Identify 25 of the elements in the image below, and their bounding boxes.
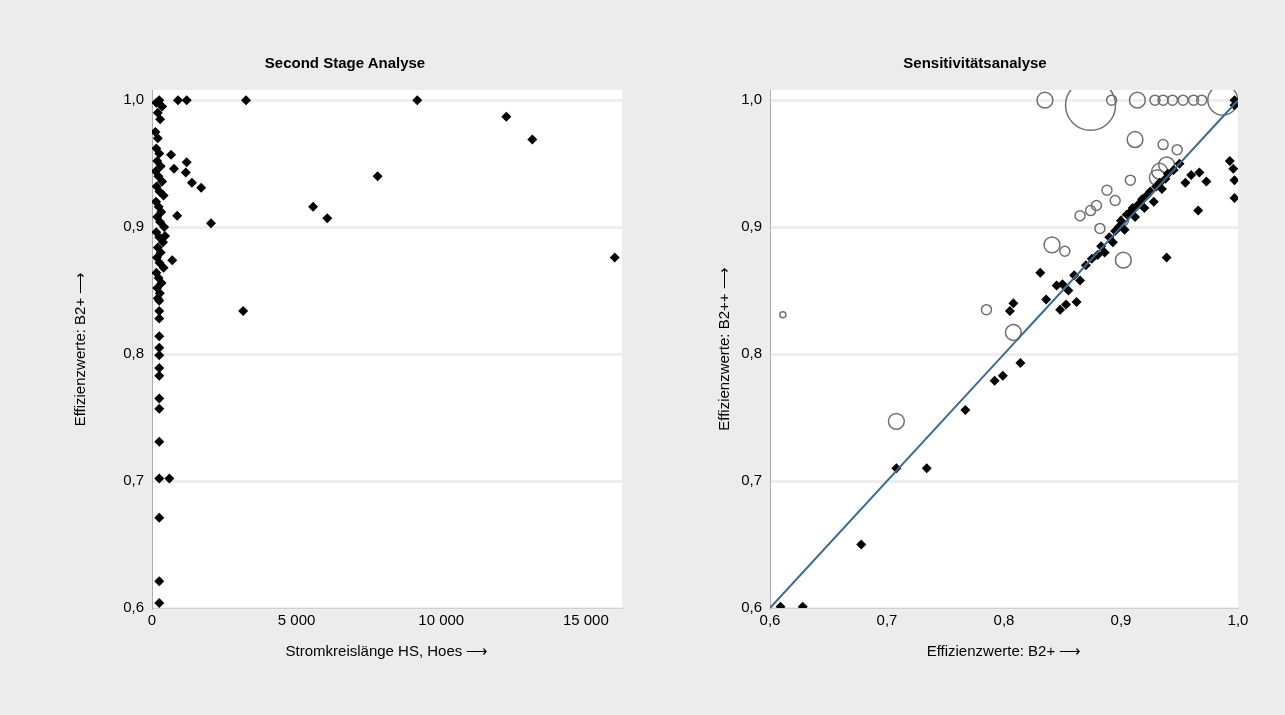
x-tick-label: 10 000 [418, 611, 465, 629]
y-tick-label: 0,9 [741, 217, 762, 235]
y-tick-label: 0,6 [741, 598, 762, 616]
x-tick-label: 15 000 [562, 611, 609, 629]
chart-title: Sensitivitätsanalyse [903, 54, 1047, 72]
y-axis-title: Effizienzwerte: B2+ ⟶ [71, 271, 89, 427]
x-tick-label: 5 000 [277, 611, 316, 629]
y-tick-label: 1,0 [741, 90, 762, 108]
x-tick-label: 0,9 [1110, 611, 1132, 629]
y-tick-label: 1,0 [123, 90, 144, 108]
x-tick-label: 1,0 [1227, 611, 1249, 629]
y-tick-label: 0,7 [123, 471, 144, 489]
y-tick-label: 0,8 [123, 344, 144, 362]
y-tick-label: 0,6 [123, 598, 144, 616]
x-tick-label: 0,7 [876, 611, 898, 629]
x-tick-label: 0,8 [993, 611, 1015, 629]
x-axis-title: Effizienzwerte: B2+ ⟶ [926, 642, 1082, 660]
y-tick-label: 0,7 [741, 471, 762, 489]
y-tick-label: 0,8 [741, 344, 762, 362]
chart-title: Second Stage Analyse [264, 54, 426, 72]
x-tick-label: 0,6 [759, 611, 781, 629]
y-axis-title: Effizienzwerte: B2++ ⟶ [715, 267, 733, 431]
y-tick-label: 0,9 [123, 217, 144, 235]
x-axis-title: Stromkreislänge HS, Hoes ⟶ [285, 642, 489, 660]
x-tick-label: 0 [147, 611, 157, 629]
